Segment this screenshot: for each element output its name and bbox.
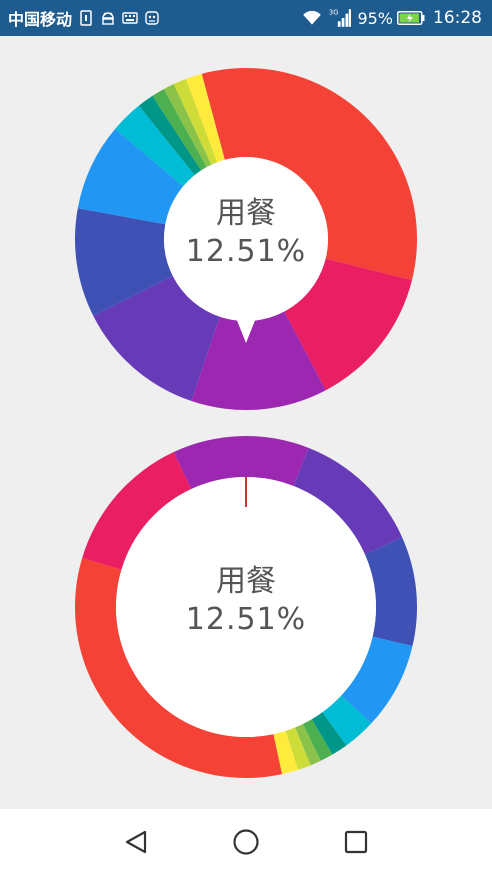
robot-icon — [145, 11, 159, 25]
donut-bottom-slice-1[interactable] — [293, 447, 403, 555]
wifi-icon — [303, 10, 322, 25]
donut-top-slice-7[interactable] — [138, 95, 202, 176]
donut-top-slice-4[interactable] — [74, 208, 173, 317]
donut-top-slice-0[interactable] — [201, 68, 417, 281]
carrier-name: 中国移动 — [8, 10, 73, 29]
donut-top-slice-3[interactable] — [93, 275, 220, 402]
back-button[interactable] — [106, 817, 166, 867]
keyboard-icon — [122, 12, 138, 24]
donut-bottom-slice-3[interactable] — [341, 636, 413, 724]
donut-top-slice-11[interactable] — [185, 73, 225, 163]
home-button[interactable] — [216, 817, 276, 867]
donut-top-slice-6[interactable] — [115, 105, 195, 187]
chart-area: 用餐 12.51% 用餐 12.51% — [0, 36, 492, 809]
donut-charts — [74, 68, 417, 778]
battery-percent: 95% — [357, 8, 393, 28]
donut-top-center — [164, 157, 328, 321]
android-icon — [102, 12, 114, 25]
donut-bottom-slice-5[interactable] — [311, 712, 347, 755]
donut-bottom-slice-9[interactable] — [273, 730, 299, 775]
battery-icon — [397, 11, 425, 25]
back-icon — [125, 830, 147, 854]
signal-icon: 3G — [329, 9, 352, 27]
donut-top-slice-5[interactable] — [77, 128, 184, 225]
donut-bottom-slice-2[interactable] — [364, 537, 417, 647]
donut-top-slice-1[interactable] — [284, 258, 413, 391]
clock: 16:28 — [433, 8, 482, 28]
donut-bottom-slice-6[interactable] — [302, 719, 333, 761]
home-icon — [233, 829, 259, 855]
network-type-label: 3G — [329, 9, 338, 17]
recents-button[interactable] — [326, 817, 386, 867]
status-left: 中国移动 — [8, 6, 166, 30]
recents-icon — [344, 830, 368, 854]
donut-bottom-slice-0[interactable] — [173, 436, 309, 490]
donut-top-slice-10[interactable] — [173, 78, 218, 165]
status-right: 3G 95% 16:28 — [301, 8, 482, 28]
selection-pointer-top — [234, 313, 258, 343]
sim-icon — [80, 10, 92, 26]
donut-top-slice-2[interactable] — [191, 311, 326, 410]
navigation-bar — [0, 809, 492, 875]
donut-bottom-slice-8[interactable] — [285, 727, 311, 770]
status-bar: 中国移动 3G — [0, 0, 492, 36]
donut-bottom-center — [116, 477, 376, 737]
donut-top-slice-9[interactable] — [163, 84, 212, 168]
donut-bottom-slice-4[interactable] — [322, 695, 372, 746]
donut-bottom-slice-11[interactable] — [82, 452, 192, 570]
donut-bottom-slice-10[interactable] — [74, 557, 283, 778]
donut-top-slice-8[interactable] — [152, 89, 207, 171]
donut-bottom-slice-7[interactable] — [295, 723, 321, 766]
